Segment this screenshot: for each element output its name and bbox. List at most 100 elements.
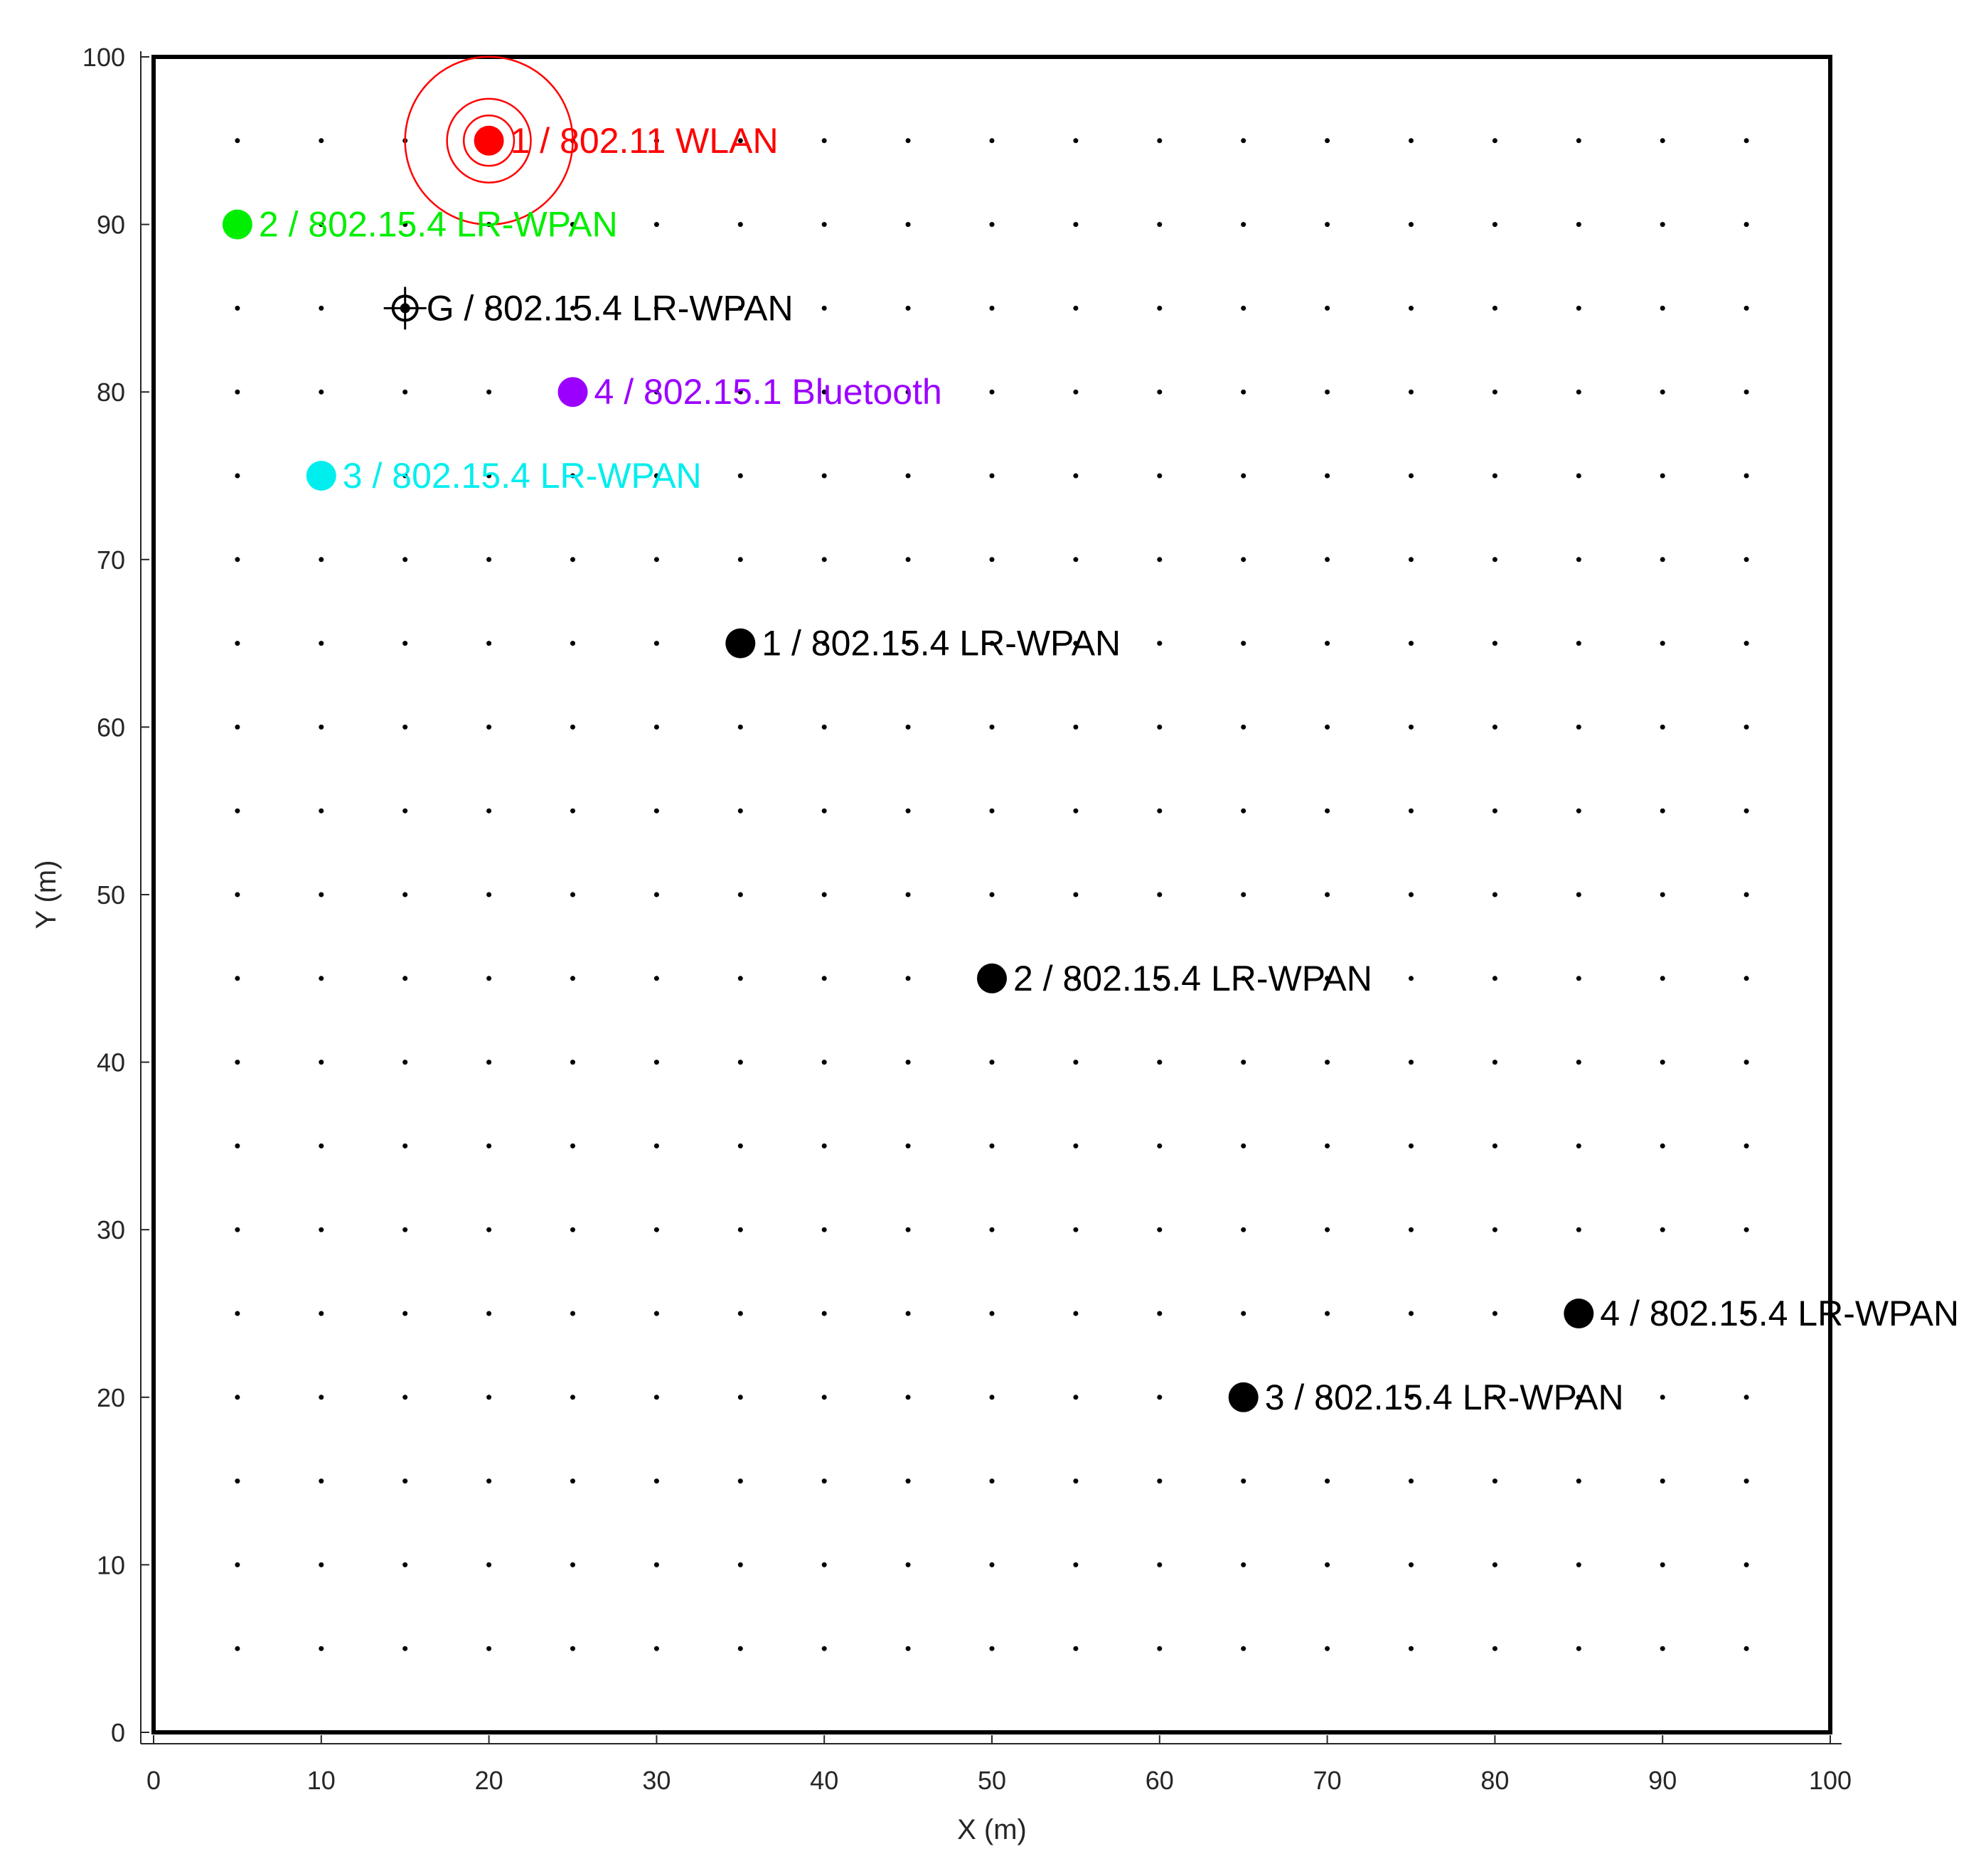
grid-points bbox=[235, 138, 1749, 1651]
x-tick-label: 30 bbox=[642, 1766, 671, 1795]
node-label: 3 / 802.15.4 LR-WPAN bbox=[1265, 1377, 1624, 1417]
grid-point bbox=[737, 1143, 743, 1148]
grid-point bbox=[570, 305, 575, 311]
grid-point bbox=[1157, 1562, 1163, 1567]
grid-point bbox=[1660, 1311, 1665, 1316]
grid-point bbox=[319, 641, 324, 646]
grid-point bbox=[1157, 557, 1163, 563]
grid-point bbox=[1409, 1646, 1414, 1651]
grid-point bbox=[1073, 1060, 1079, 1065]
grid-point bbox=[737, 222, 743, 228]
grid-point bbox=[989, 1227, 995, 1232]
y-tick-label: 10 bbox=[97, 1550, 125, 1579]
grid-point bbox=[1073, 1143, 1079, 1148]
grid-point bbox=[1660, 473, 1665, 479]
grid-point bbox=[319, 389, 324, 395]
grid-point bbox=[1576, 138, 1581, 144]
grid-point bbox=[1073, 808, 1079, 814]
grid-point bbox=[486, 473, 492, 479]
grid-point bbox=[989, 1562, 995, 1567]
grid-point bbox=[486, 1143, 492, 1148]
x-tick-label: 90 bbox=[1648, 1766, 1677, 1795]
grid-point bbox=[1157, 1143, 1163, 1148]
x-tick-label: 50 bbox=[978, 1766, 1006, 1795]
grid-point bbox=[319, 557, 324, 563]
grid-point bbox=[1409, 389, 1414, 395]
grid-point bbox=[1409, 1395, 1414, 1400]
grid-point bbox=[1744, 389, 1749, 395]
grid-point bbox=[402, 1311, 408, 1316]
grid-point bbox=[989, 724, 995, 730]
grid-point bbox=[1325, 976, 1330, 981]
grid-point bbox=[1073, 1227, 1079, 1232]
grid-point bbox=[1241, 1227, 1246, 1232]
grid-point bbox=[319, 1060, 324, 1065]
grid-point bbox=[989, 808, 995, 814]
grid-point bbox=[1576, 976, 1581, 981]
grid-point bbox=[1744, 1143, 1749, 1148]
grid-point bbox=[905, 724, 911, 730]
grid-point bbox=[1492, 1227, 1497, 1232]
grid-point bbox=[235, 976, 240, 981]
grid-point bbox=[235, 1646, 240, 1651]
grid-point bbox=[1576, 808, 1581, 814]
y-tick-label: 50 bbox=[97, 880, 125, 910]
grid-point bbox=[1325, 892, 1330, 897]
grid-point bbox=[486, 1227, 492, 1232]
node-markers bbox=[222, 125, 1594, 1412]
grid-point bbox=[1660, 1646, 1665, 1651]
grid-point bbox=[989, 138, 995, 144]
grid-point bbox=[235, 138, 240, 144]
grid-point bbox=[905, 976, 911, 981]
grid-point bbox=[1157, 389, 1163, 395]
grid-point bbox=[1325, 557, 1330, 563]
grid-point bbox=[486, 976, 492, 981]
grid-point bbox=[821, 1395, 827, 1400]
grid-point bbox=[319, 222, 324, 228]
grid-point bbox=[737, 1060, 743, 1065]
plot-frame bbox=[140, 51, 1842, 1744]
grid-point bbox=[319, 1143, 324, 1148]
grid-point bbox=[1325, 1646, 1330, 1651]
grid-point bbox=[319, 724, 324, 730]
grid-point bbox=[905, 1395, 911, 1400]
grid-point bbox=[737, 724, 743, 730]
grid-point bbox=[1325, 1311, 1330, 1316]
grid-point bbox=[1409, 808, 1414, 814]
grid-point bbox=[235, 1562, 240, 1567]
grid-point bbox=[486, 389, 492, 395]
grid-point bbox=[1325, 138, 1330, 144]
grid-point bbox=[570, 1143, 575, 1148]
grid-point bbox=[821, 557, 827, 563]
grid-point bbox=[1492, 1478, 1497, 1484]
grid-point bbox=[821, 389, 827, 395]
grid-point bbox=[1073, 1311, 1079, 1316]
grid-point bbox=[905, 305, 911, 311]
grid-point bbox=[905, 1562, 911, 1567]
grid-point bbox=[821, 1562, 827, 1567]
grid-point bbox=[653, 1395, 659, 1400]
grid-point bbox=[1409, 1143, 1414, 1148]
grid-point bbox=[1660, 1395, 1665, 1400]
grid-point bbox=[821, 1060, 827, 1065]
grid-point bbox=[737, 1562, 743, 1567]
grid-point bbox=[1576, 1395, 1581, 1400]
grid-point bbox=[1409, 557, 1414, 563]
grid-point bbox=[1157, 724, 1163, 730]
grid-point bbox=[1241, 1646, 1246, 1651]
grid-point bbox=[737, 1478, 743, 1484]
node-label: 4 / 802.15.4 LR-WPAN bbox=[1600, 1294, 1959, 1333]
node-point bbox=[557, 377, 588, 407]
grid-point bbox=[1660, 1060, 1665, 1065]
grid-point bbox=[570, 1060, 575, 1065]
grid-point bbox=[235, 1311, 240, 1316]
grid-point bbox=[319, 1646, 324, 1651]
grid-point bbox=[1576, 1562, 1581, 1567]
grid-point bbox=[989, 389, 995, 395]
grid-point bbox=[1409, 1478, 1414, 1484]
grid-point bbox=[989, 892, 995, 897]
x-tick-label: 10 bbox=[307, 1766, 336, 1795]
grid-point bbox=[989, 641, 995, 646]
grid-point bbox=[1157, 1478, 1163, 1484]
